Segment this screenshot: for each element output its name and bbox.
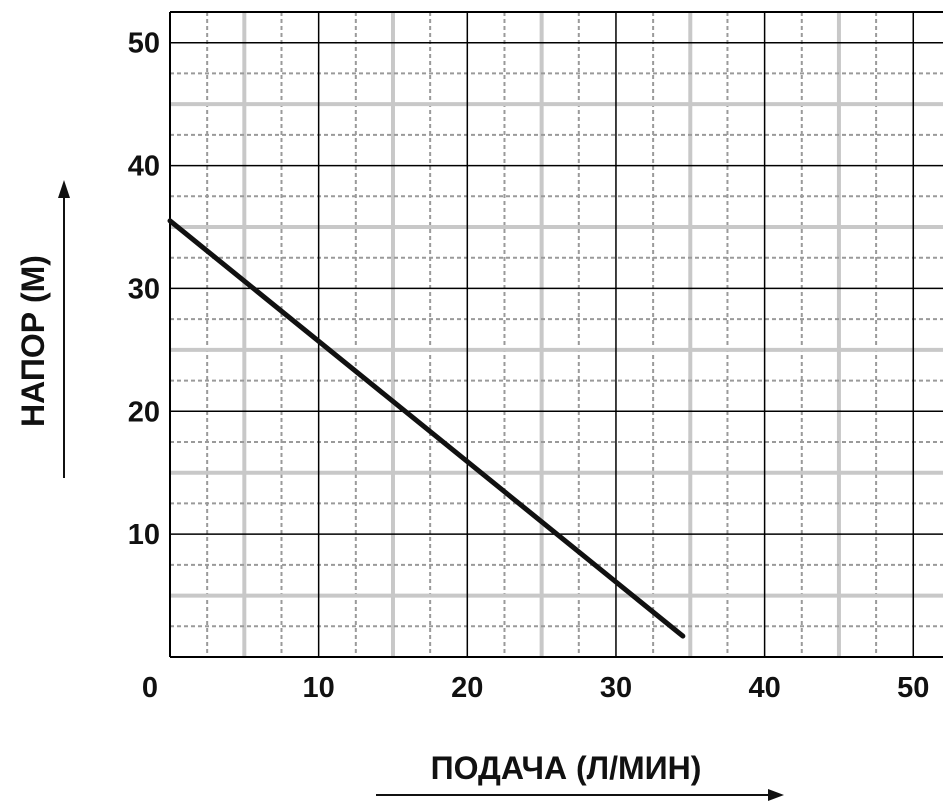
y-axis-label: НАПОР (М) (15, 255, 51, 427)
y-tick-label: 10 (128, 519, 160, 551)
x-tick-label: 30 (600, 672, 632, 704)
y-tick-label: 30 (128, 273, 160, 305)
y-tick-label: 50 (128, 28, 160, 60)
x-tick-label: 50 (897, 672, 929, 704)
x-tick-label: 20 (451, 672, 483, 704)
y-tick-labels: 10 20 30 40 50 (128, 28, 160, 551)
x-tick-label: 0 (142, 672, 158, 704)
grid (169, 11, 943, 658)
x-tick-labels: 0 10 20 30 40 50 (142, 672, 929, 704)
y-tick-label: 40 (128, 151, 160, 183)
pump-curve-line (167, 218, 686, 639)
x-tick-label: 10 (303, 672, 335, 704)
series-layer (167, 218, 686, 639)
x-tick-label: 40 (748, 672, 780, 704)
x-axis-label: ПОДАЧА (Л/МИН) (431, 750, 702, 786)
y-axis-arrow-head (58, 180, 70, 198)
y-tick-label: 20 (128, 396, 160, 428)
x-axis-arrow-head (768, 789, 784, 801)
